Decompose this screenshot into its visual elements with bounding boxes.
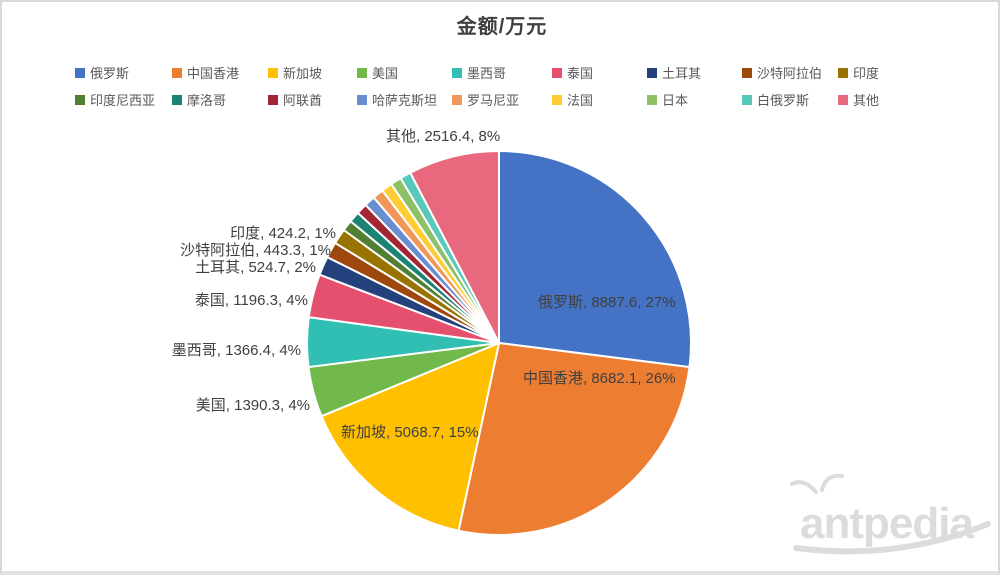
data-label-singapore: 新加坡, 5068.7, 15% [341, 424, 479, 441]
legend-swatch-icon [838, 67, 848, 78]
legend-item-saudi-arabia[interactable]: 沙特阿拉伯 [742, 63, 838, 82]
legend-swatch-icon [552, 94, 562, 105]
legend-label: 土耳其 [662, 66, 702, 81]
legend-swatch-icon [357, 94, 367, 105]
legend-swatch-icon [268, 67, 278, 78]
legend-item-other[interactable]: 其他 [838, 90, 928, 109]
legend-item-belarus[interactable]: 白俄罗斯 [742, 90, 838, 109]
legend-label: 沙特阿拉伯 [757, 66, 823, 81]
legend-item-thailand[interactable]: 泰国 [552, 63, 647, 82]
legend-item-uae[interactable]: 阿联酋 [268, 90, 357, 109]
pie-slice-singapore[interactable] [320, 342, 500, 532]
watermark-antenna-right-icon [820, 473, 844, 492]
data-label-other: 其他, 2516.4, 8% [386, 128, 501, 145]
legend-swatch-icon [647, 67, 657, 78]
legend-item-romania[interactable]: 罗马尼亚 [452, 90, 552, 109]
legend-swatch-icon [647, 94, 657, 105]
legend-label: 其他 [853, 93, 880, 108]
data-label-mexico: 墨西哥, 1366.4, 4% [171, 342, 301, 359]
legend-item-india[interactable]: 印度 [838, 63, 928, 82]
legend-item-kazakhstan[interactable]: 哈萨克斯坦 [357, 90, 452, 109]
legend-label: 泰国 [567, 66, 594, 81]
data-label-hong-kong: 中国香港, 8682.1, 26% [523, 370, 676, 387]
chart-title: 金额/万元 [456, 16, 548, 38]
legend-item-hong-kong[interactable]: 中国香港 [172, 63, 268, 82]
pie-slice-russia[interactable] [498, 150, 692, 369]
pie-slice-hong-kong[interactable] [457, 342, 691, 536]
legend-label: 摩洛哥 [187, 93, 227, 108]
legend-swatch-icon [357, 67, 367, 78]
data-label-usa: 美国, 1390.3, 4% [195, 397, 310, 414]
legend-label: 日本 [662, 93, 689, 108]
legend-label: 印度 [853, 66, 880, 81]
legend-swatch-icon [742, 94, 752, 105]
legend-swatch-icon [552, 67, 562, 78]
legend-label: 哈萨克斯坦 [372, 93, 438, 108]
legend-swatch-icon [452, 67, 462, 78]
data-label-turkey: 土耳其, 524.7, 2% [195, 259, 316, 276]
legend-item-indonesia[interactable]: 印度尼西亚 [75, 90, 172, 109]
legend-label: 白俄罗斯 [757, 93, 810, 108]
legend-label: 美国 [372, 66, 399, 81]
watermark-antenna-left-icon [790, 480, 818, 494]
legend-item-japan[interactable]: 日本 [647, 90, 742, 109]
chart-legend: 俄罗斯 中国香港 新加坡 美国 墨西哥 泰国 土耳其 沙特阿拉伯 印度印度尼西亚 摩洛哥 阿联酋 哈萨… [75, 59, 928, 113]
legend-label: 法国 [567, 93, 594, 108]
data-label-thailand: 泰国, 1196.3, 4% [194, 292, 308, 309]
legend-label: 阿联酋 [283, 93, 323, 108]
legend-label: 俄罗斯 [90, 66, 130, 81]
legend-item-mexico[interactable]: 墨西哥 [452, 63, 552, 82]
watermark-swoosh-icon [793, 521, 991, 555]
legend-item-russia[interactable]: 俄罗斯 [75, 63, 172, 82]
data-label-saudi-arabia: 沙特阿拉伯, 443.3, 1% [180, 242, 331, 259]
pie-slice-other[interactable] [409, 150, 500, 344]
legend-label: 新加坡 [283, 66, 323, 81]
legend-item-turkey[interactable]: 土耳其 [647, 63, 742, 82]
legend-item-usa[interactable]: 美国 [357, 63, 452, 82]
legend-label: 罗马尼亚 [467, 93, 520, 108]
legend-swatch-icon [742, 67, 752, 78]
legend-swatch-icon [838, 94, 848, 105]
legend-swatch-icon [452, 94, 462, 105]
legend-label: 墨西哥 [467, 66, 507, 81]
legend-item-france[interactable]: 法国 [552, 90, 647, 109]
data-label-russia: 俄罗斯, 8887.6, 27% [538, 294, 676, 311]
legend-swatch-icon [172, 67, 182, 78]
legend-swatch-icon [172, 94, 182, 105]
legend-label: 印度尼西亚 [90, 93, 156, 108]
legend-item-singapore[interactable]: 新加坡 [268, 63, 357, 82]
legend-item-morocco[interactable]: 摩洛哥 [172, 90, 268, 109]
antpedia-watermark-logo: antpedia [790, 473, 991, 555]
data-label-india: 印度, 424.2, 1% [230, 225, 336, 242]
legend-swatch-icon [268, 94, 278, 105]
legend-swatch-icon [75, 94, 85, 105]
legend-swatch-icon [75, 67, 85, 78]
legend-label: 中国香港 [187, 66, 240, 81]
